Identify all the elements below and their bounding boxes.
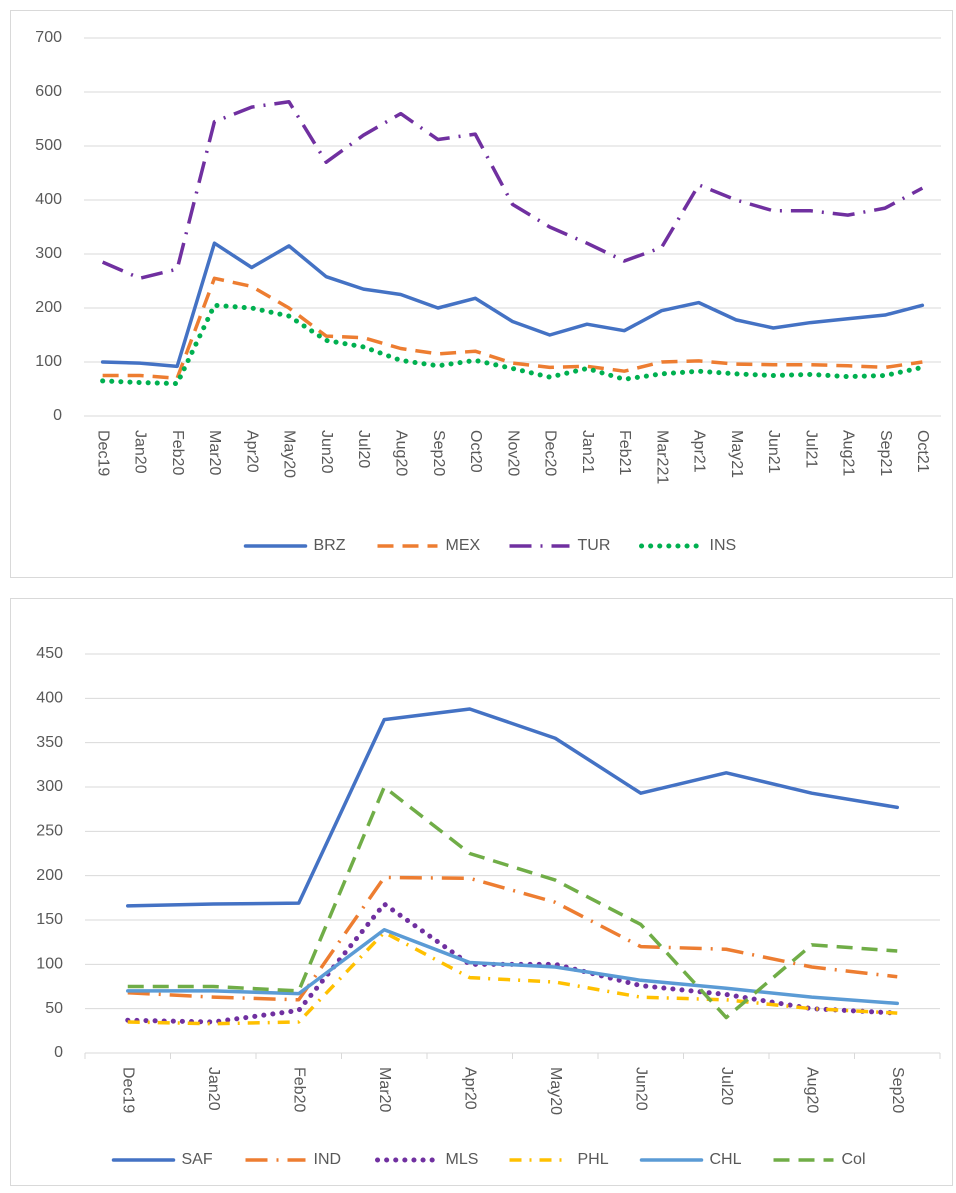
chart-frame bbox=[10, 10, 953, 578]
legend-label: INS bbox=[710, 537, 737, 554]
y-tick-label: 250 bbox=[36, 823, 63, 840]
x-tick-label: Jan20 bbox=[205, 1067, 222, 1111]
legend-label: BRZ bbox=[314, 537, 346, 554]
series-line bbox=[101, 99, 924, 281]
legend-label: TUR bbox=[578, 537, 611, 554]
x-tick-label: Aug20 bbox=[392, 430, 409, 476]
x-tick-label: Aug21 bbox=[840, 430, 857, 476]
x-tick-label: May20 bbox=[547, 1067, 564, 1115]
y-tick-label: 100 bbox=[35, 353, 62, 370]
x-tick-label: Apr20 bbox=[243, 430, 260, 473]
x-tick-label: Jul20 bbox=[718, 1067, 735, 1105]
x-tick-label: Dec19 bbox=[94, 430, 111, 476]
series-line bbox=[126, 707, 899, 908]
x-tick-label: May21 bbox=[728, 430, 745, 478]
x-tick-label: May20 bbox=[281, 430, 298, 478]
y-tick-label: 350 bbox=[36, 734, 63, 751]
x-tick-label: Sep21 bbox=[877, 430, 894, 476]
y-tick-label: 300 bbox=[36, 778, 63, 795]
y-tick-label: 450 bbox=[36, 645, 63, 662]
series-line bbox=[126, 928, 899, 1006]
series-line bbox=[127, 785, 898, 1020]
y-tick-label: 200 bbox=[36, 867, 63, 884]
x-tick-label: Feb20 bbox=[291, 1067, 308, 1112]
y-tick-label: 400 bbox=[36, 690, 63, 707]
series-line bbox=[102, 276, 923, 380]
series-line bbox=[100, 241, 925, 369]
legend-label: MEX bbox=[446, 537, 481, 554]
x-tick-label: Jun20 bbox=[318, 430, 335, 474]
y-tick-label: 300 bbox=[35, 245, 62, 262]
y-tick-label: 600 bbox=[35, 83, 62, 100]
legend-label: MLS bbox=[446, 1151, 479, 1168]
x-tick-label: Jul20 bbox=[355, 430, 372, 468]
y-tick-label: 100 bbox=[36, 956, 63, 973]
series-line bbox=[127, 930, 898, 1026]
legend-label: SAF bbox=[182, 1151, 213, 1168]
x-tick-label: Feb21 bbox=[616, 430, 633, 475]
x-tick-label: Mar221 bbox=[653, 430, 670, 484]
x-tick-label: Jun21 bbox=[765, 430, 782, 474]
x-tick-label: Aug20 bbox=[804, 1067, 821, 1113]
legend-label: PHL bbox=[578, 1151, 609, 1168]
x-tick-label: Apr20 bbox=[462, 1067, 479, 1110]
y-tick-label: 0 bbox=[53, 407, 62, 424]
y-tick-label: 200 bbox=[35, 299, 62, 316]
legend-label: Col bbox=[842, 1151, 866, 1168]
chart-frame bbox=[10, 598, 953, 1186]
x-tick-label: Oct21 bbox=[914, 430, 931, 473]
x-tick-label: Dec20 bbox=[542, 430, 559, 476]
legend-label: CHL bbox=[710, 1151, 742, 1168]
legend-label: IND bbox=[314, 1151, 342, 1168]
series-line bbox=[100, 302, 925, 387]
series-line bbox=[127, 875, 898, 1002]
x-tick-label: Jun20 bbox=[633, 1067, 650, 1111]
y-tick-label: 50 bbox=[45, 1000, 63, 1017]
x-tick-label: Dec19 bbox=[120, 1067, 137, 1113]
y-tick-label: 400 bbox=[35, 191, 62, 208]
x-tick-label: Feb20 bbox=[169, 430, 186, 475]
y-tick-label: 150 bbox=[36, 911, 63, 928]
x-tick-label: Oct20 bbox=[467, 430, 484, 473]
x-tick-label: Mar20 bbox=[376, 1067, 393, 1112]
y-tick-label: 500 bbox=[35, 137, 62, 154]
x-tick-label: Jul21 bbox=[802, 430, 819, 468]
x-tick-label: Sep20 bbox=[430, 430, 447, 476]
x-tick-label: Jan21 bbox=[579, 430, 596, 474]
x-tick-label: Mar20 bbox=[206, 430, 223, 475]
x-tick-label: Apr21 bbox=[691, 430, 708, 473]
y-tick-label: 0 bbox=[54, 1044, 63, 1061]
x-tick-label: Sep20 bbox=[889, 1067, 906, 1113]
x-tick-label: Nov20 bbox=[504, 430, 521, 476]
x-tick-label: Jan20 bbox=[132, 430, 149, 474]
y-tick-label: 700 bbox=[35, 29, 62, 46]
